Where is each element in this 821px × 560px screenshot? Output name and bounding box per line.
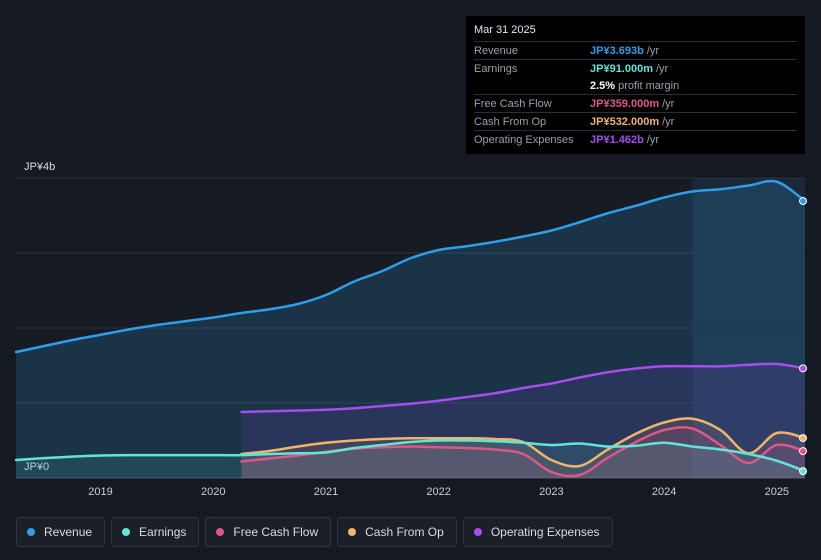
legend-dot-icon xyxy=(216,528,225,536)
legend-label: Revenue xyxy=(44,525,93,539)
legend-label: Cash From Op xyxy=(365,525,444,539)
legend-label: Operating Expenses xyxy=(490,525,600,539)
tooltip-value: 2.5% xyxy=(590,79,616,92)
legend-dot-icon xyxy=(27,528,35,536)
tooltip-unit: /yr xyxy=(646,44,660,57)
series-area-operating-expenses xyxy=(241,363,805,478)
tooltip-row-earnings: Earnings JP¥91.000m /yr xyxy=(474,59,797,77)
x-tick-label: 2023 xyxy=(539,486,563,498)
tooltip-unit: /yr xyxy=(662,115,675,128)
series-end-point xyxy=(799,197,807,206)
legend-dot-icon xyxy=(348,528,357,536)
tooltip-label: Earnings xyxy=(474,62,518,75)
tooltip-value: JP¥532.000m xyxy=(590,115,660,128)
series-end-point xyxy=(799,364,807,373)
legend-item-cash-from-op[interactable]: Cash From Op xyxy=(337,517,457,547)
x-tick-label: 2022 xyxy=(426,486,450,498)
series-end-point xyxy=(799,467,807,476)
tooltip-date: Mar 31 2025 xyxy=(474,24,536,36)
series-end-point xyxy=(799,434,807,443)
tooltip-row-operating-expenses: Operating Expenses JP¥1.462b /yr xyxy=(474,130,797,148)
data-tooltip: Mar 31 2025 Revenue JP¥3.693b /yr Earnin… xyxy=(466,16,805,154)
series-area-cash-from-op xyxy=(241,418,805,478)
legend-item-free-cash-flow[interactable]: Free Cash Flow xyxy=(205,517,332,547)
tooltip-value: JP¥3.693b xyxy=(590,44,644,57)
series-line-earnings xyxy=(14,439,807,473)
tooltip-unit: profit margin xyxy=(618,79,680,92)
legend-item-earnings[interactable]: Earnings xyxy=(111,517,200,547)
tooltip-row-revenue: Revenue JP¥3.693b /yr xyxy=(474,41,797,59)
x-tick-label: 2020 xyxy=(201,486,225,498)
x-tick-label: 2021 xyxy=(314,486,338,498)
tooltip-label: Operating Expenses xyxy=(474,133,574,146)
tooltip-unit: /yr xyxy=(662,97,675,110)
tooltip-label: Revenue xyxy=(474,44,519,57)
tooltip-unit: /yr xyxy=(646,133,660,146)
series-area-free-cash-flow xyxy=(241,427,805,478)
tooltip-value: JP¥1.462b xyxy=(590,133,644,146)
y-axis-label-bottom: JP¥0 xyxy=(24,461,49,473)
series-end-point xyxy=(799,447,807,456)
legend-dot-icon xyxy=(122,528,131,536)
line-chart: JP¥4b JP¥0 2019 2020 2021 2022 2023 2024 2025 xyxy=(14,161,807,498)
series-area-revenue xyxy=(16,181,805,478)
series-line-revenue xyxy=(14,179,807,354)
tooltip-unit: /yr xyxy=(656,62,669,75)
x-tick-label: 2024 xyxy=(652,486,676,498)
legend-item-operating-expenses[interactable]: Operating Expenses xyxy=(462,517,613,547)
tooltip-row-free-cash-flow: Free Cash Flow JP¥359.000m /yr xyxy=(474,94,797,112)
x-tick-label: 2025 xyxy=(765,486,789,498)
legend-label: Earnings xyxy=(139,525,187,539)
series-line-operating-expenses xyxy=(240,362,807,414)
tooltip-value: JP¥91.000m xyxy=(590,62,653,75)
y-axis-label-top: JP¥4b xyxy=(24,161,55,173)
tooltip-row-profit-margin: 2.5% profit margin xyxy=(474,77,797,94)
tooltip-label: Free Cash Flow xyxy=(474,97,552,110)
tooltip-row-cash-from-op: Cash From Op JP¥532.000m /yr xyxy=(474,112,797,130)
chart-legend: Revenue Earnings Free Cash Flow Cash Fro… xyxy=(16,517,613,549)
x-tick-label: 2019 xyxy=(88,486,112,498)
legend-label: Free Cash Flow xyxy=(233,525,319,539)
tooltip-value: JP¥359.000m xyxy=(590,97,660,110)
legend-item-revenue[interactable]: Revenue xyxy=(16,517,106,547)
legend-dot-icon xyxy=(473,528,482,536)
tooltip-label: Cash From Op xyxy=(474,115,547,128)
